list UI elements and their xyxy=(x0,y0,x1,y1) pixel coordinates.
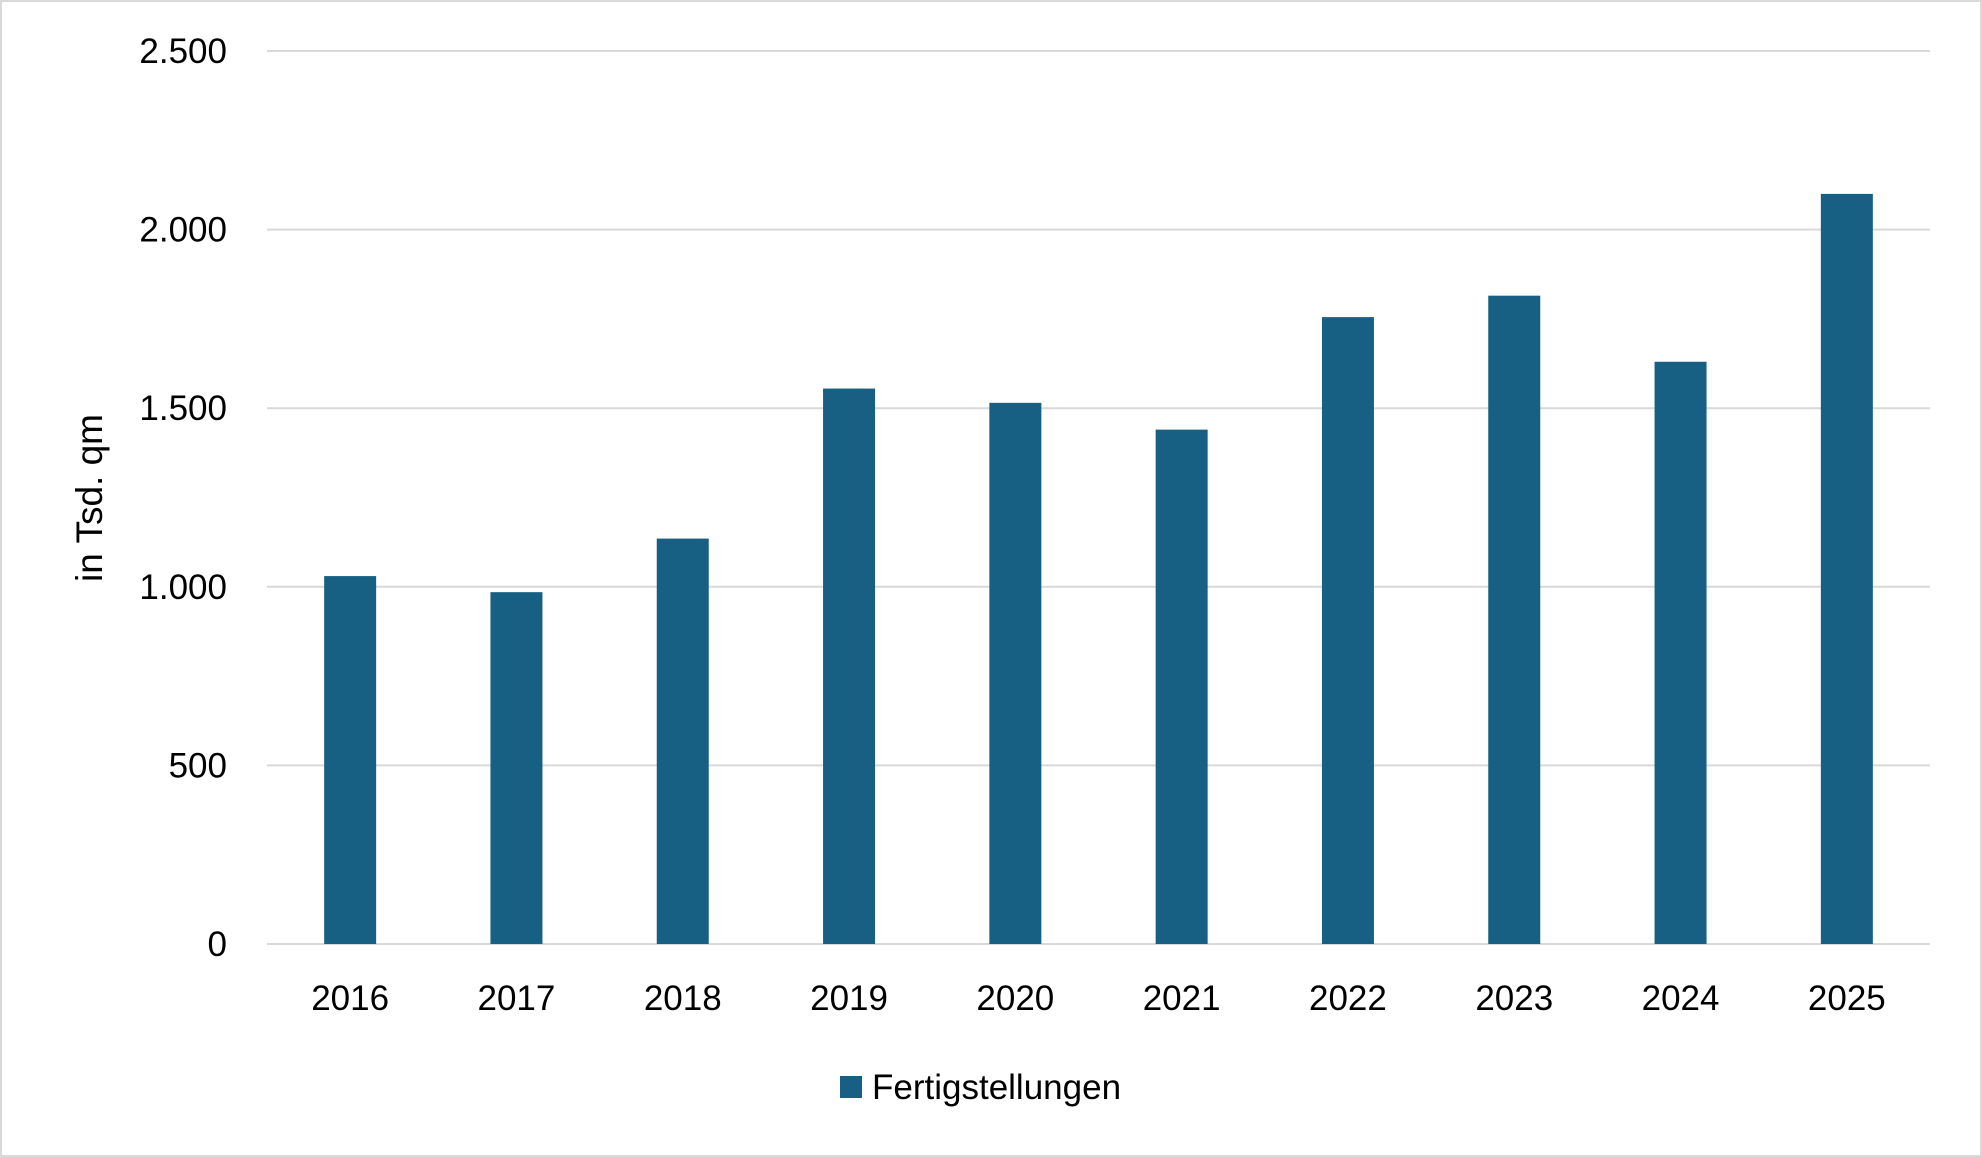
gridlines xyxy=(267,50,1930,945)
bar-2016 xyxy=(324,576,377,944)
bar-2021 xyxy=(1155,429,1208,945)
y-tick-label: 500 xyxy=(169,746,227,785)
y-tick-label: 1.500 xyxy=(139,389,227,428)
bar-2025 xyxy=(1820,193,1873,944)
y-tick-label: 1.000 xyxy=(139,568,227,607)
y-tick-label: 2.000 xyxy=(139,211,227,250)
bar-2017 xyxy=(490,592,543,944)
x-tick-label: 2017 xyxy=(478,979,556,1018)
bar-2020 xyxy=(989,402,1042,944)
x-tick-label: 2021 xyxy=(1143,979,1221,1018)
x-tick-label: 2019 xyxy=(810,979,888,1018)
y-axis-tick-labels: 0 500 1.000 1.500 2.000 2.500 xyxy=(139,32,227,964)
y-tick-label: 2.500 xyxy=(139,32,227,71)
bar-2023 xyxy=(1488,295,1541,944)
bar-2018 xyxy=(656,538,709,944)
y-axis-title: in Tsd. qm xyxy=(69,414,110,582)
x-tick-label: 2024 xyxy=(1642,979,1720,1018)
bar-2022 xyxy=(1321,317,1374,944)
x-tick-label: 2025 xyxy=(1808,979,1886,1018)
legend-swatch xyxy=(840,1076,862,1098)
bars xyxy=(324,193,1873,945)
x-tick-label: 2023 xyxy=(1475,979,1553,1018)
x-tick-label: 2022 xyxy=(1309,979,1387,1018)
x-tick-label: 2018 xyxy=(644,979,722,1018)
legend-label: Fertigstellungen xyxy=(872,1068,1121,1107)
legend: Fertigstellungen xyxy=(840,1068,1121,1107)
bar-2024 xyxy=(1654,361,1707,944)
x-tick-label: 2020 xyxy=(976,979,1054,1018)
bar-2019 xyxy=(823,388,876,945)
x-tick-label: 2016 xyxy=(311,979,389,1018)
x-axis-tick-labels: 2016 2017 2018 2019 2020 2021 2022 2023 2024 2025 xyxy=(311,979,1886,1018)
y-tick-label: 0 xyxy=(208,925,227,964)
